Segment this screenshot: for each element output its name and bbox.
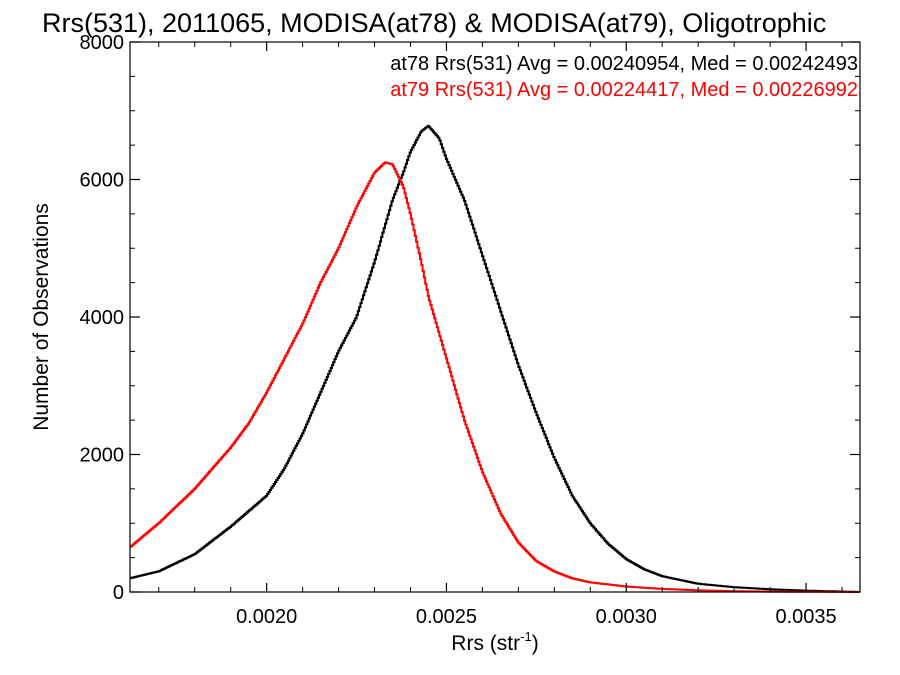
y-tick-label: 6000: [80, 170, 125, 192]
plot-frame: [129, 41, 861, 593]
stats-legend: at78 Rrs(531) Avg = 0.00240954, Med = 0.…: [390, 53, 858, 101]
x-axis-label: Rrs (str-1): [451, 629, 538, 655]
x-tick-label: 0.0035: [775, 606, 836, 628]
x-tick-label: 0.0030: [596, 606, 657, 628]
stats-line-1: at78 Rrs(531) Avg = 0.00240954, Med = 0.…: [390, 53, 858, 75]
series-layer: [130, 124, 860, 593]
x-axis-ticks: 0.0020 0.0025 0.0030 0.0035: [158, 42, 843, 628]
y-tick-label: 2000: [80, 445, 125, 467]
y-tick-label: 8000: [80, 32, 125, 54]
y-tick-label: 0: [113, 582, 124, 604]
y-tick-label: 4000: [80, 307, 125, 329]
x-axis-label-close: ): [532, 632, 539, 655]
y-axis-ticks: 0 2000 4000 6000 8000: [80, 32, 860, 604]
x-tick-label: 0.0025: [416, 606, 477, 628]
x-tick-label: 0.0020: [236, 606, 297, 628]
stats-line-2: at79 Rrs(531) Avg = 0.00224417, Med = 0.…: [390, 79, 858, 101]
histogram-series-1: [130, 124, 860, 593]
y-axis-label: Number of Observations: [30, 203, 53, 431]
histogram-series-2: [130, 161, 860, 593]
chart-title: Rrs(531), 2011065, MODISA(at78) & MODISA…: [42, 8, 826, 38]
x-axis-label-text: Rrs (str: [451, 632, 520, 655]
x-axis-label-exponent: -1: [520, 629, 532, 644]
